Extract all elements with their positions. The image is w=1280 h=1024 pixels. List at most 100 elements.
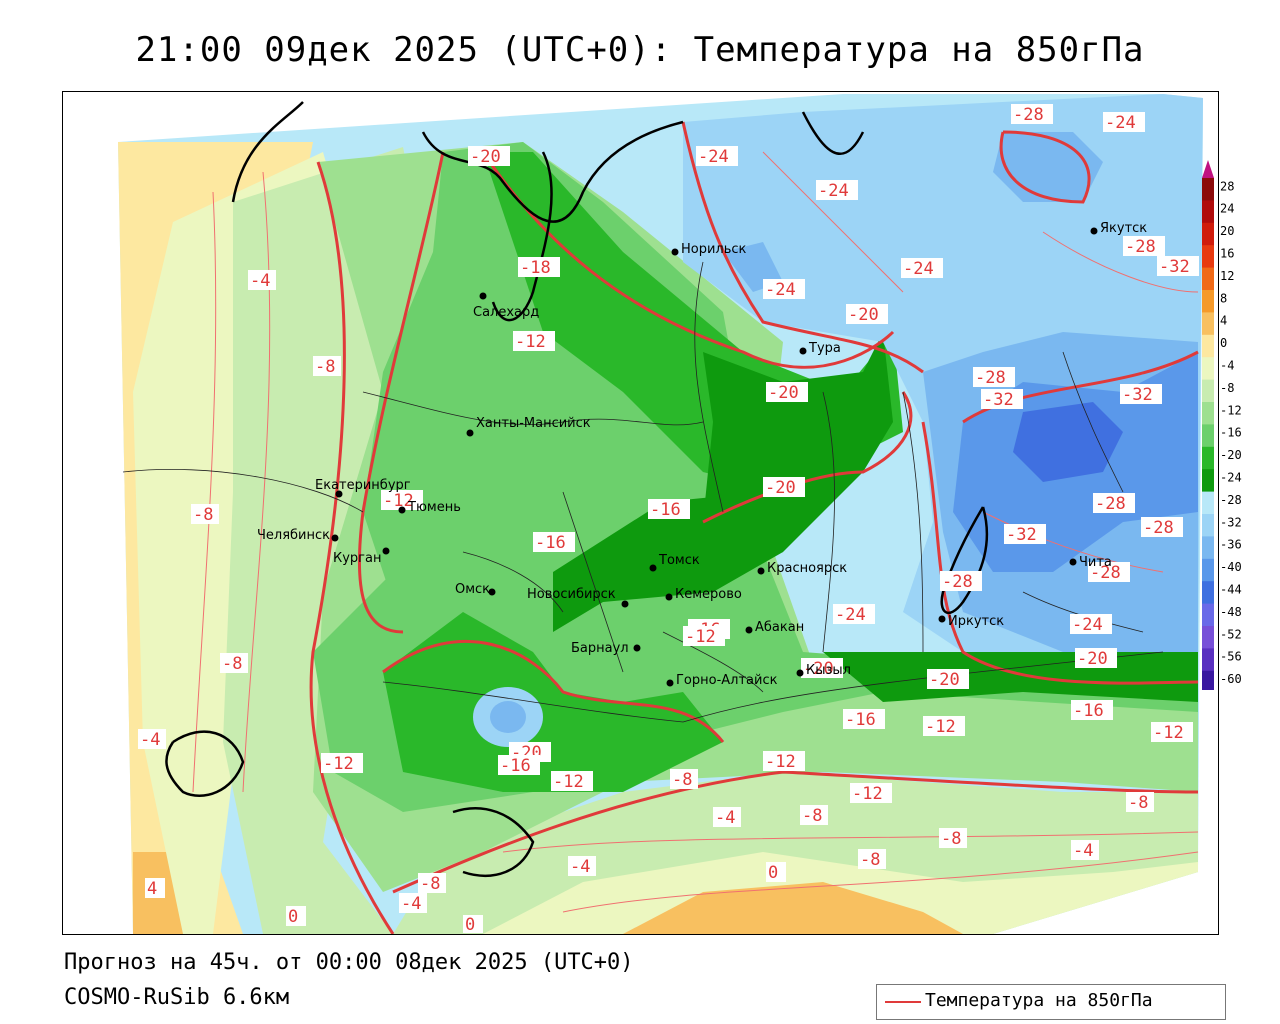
svg-text:-12: -12 [515, 332, 546, 352]
city-norilsk: Норильск [671, 242, 747, 257]
isotherm-thin-lines [192, 151, 1199, 913]
colorbar-swatch [1202, 312, 1214, 336]
zone-minus20-south [383, 612, 723, 792]
colorbar-swatch [1202, 514, 1214, 537]
isotherm-labels: -20 -24 -28 -24 -24 -18 -24 -24 -28 -32 … [138, 104, 1199, 934]
isotherm-label: -4 [568, 856, 596, 877]
svg-text:-8: -8 [315, 357, 335, 377]
isotherm-label: -4 [713, 807, 741, 828]
svg-text:-20: -20 [768, 383, 799, 403]
temperature-map: -20 -24 -28 -24 -24 -18 -24 -24 -28 -32 … [62, 91, 1219, 935]
isotherm-label: -8 [418, 873, 446, 894]
svg-text:-8: -8 [222, 654, 242, 674]
svg-text:-16: -16 [535, 533, 566, 553]
colorbar-swatch [1202, 290, 1214, 313]
svg-text:-24: -24 [818, 181, 849, 201]
svg-text:4: 4 [147, 879, 157, 899]
isotherm-label: -8 [220, 653, 248, 674]
isotherm-label: -32 [981, 389, 1023, 410]
isotherm-label: -8 [939, 828, 967, 849]
colorbar-swatch [1202, 200, 1214, 224]
colorbar-tick-label: 0 [1220, 336, 1227, 350]
isotherm-label: -28 [1093, 493, 1135, 514]
colorbar-swatch [1202, 424, 1214, 448]
svg-text:-32: -32 [1159, 257, 1190, 277]
isotherm-label: 4 [145, 878, 165, 899]
admin-borders [122, 261, 1164, 723]
svg-text:-8: -8 [1128, 793, 1148, 813]
svg-text:0: 0 [465, 915, 475, 934]
isotherm-label: -8 [191, 504, 219, 525]
svg-text:Горно-Алтайск: Горно-Алтайск [676, 673, 778, 688]
isotherm-label: -8 [858, 849, 886, 870]
legend-line-swatch [885, 1001, 921, 1003]
city-kyzyl: Кызыл [796, 663, 851, 678]
isotherm-label: 0 [766, 862, 786, 883]
colorbar-tick-label: -36 [1220, 538, 1242, 552]
isotherm-label: -16 [648, 499, 690, 520]
svg-text:Тюмень: Тюмень [407, 500, 461, 515]
colorbar-swatch [1202, 581, 1214, 605]
isotherm-label: -28 [1088, 562, 1130, 583]
svg-text:-4: -4 [715, 808, 735, 828]
city-krasnoyarsk: Красноярск [757, 561, 847, 576]
isotherm-label: -12 [683, 626, 725, 647]
svg-text:Омск: Омск [455, 582, 490, 597]
svg-text:Кызыл: Кызыл [806, 663, 851, 678]
svg-text:-20: -20 [470, 147, 501, 167]
isotherm-label: 0 [463, 915, 483, 934]
isotherm-label: -28 [1011, 104, 1053, 125]
isotherm-label: -16 [498, 755, 540, 776]
coastlines [165, 101, 989, 877]
colorbar-tick-label: -56 [1220, 650, 1242, 664]
colorbar-tick-label: -32 [1220, 515, 1242, 529]
city-gorno-altaysk: Горно-Алтайск [666, 673, 778, 688]
colorbar-swatch [1202, 446, 1214, 470]
svg-text:-28: -28 [1013, 105, 1044, 125]
svg-text:-28: -28 [975, 368, 1006, 388]
colorbar-swatch [1202, 626, 1214, 649]
colorbar-swatch [1202, 334, 1214, 358]
city-omsk: Омск [455, 582, 496, 597]
isotherm-label: -28 [1123, 236, 1165, 257]
city-abakan: Абакан [745, 620, 804, 635]
svg-text:Кемерово: Кемерово [675, 587, 742, 602]
colorbar-swatch [1202, 222, 1214, 246]
isotherm-label: -8 [800, 805, 828, 826]
isotherm-label: -12 [513, 331, 555, 352]
isotherm-label: -32 [1004, 524, 1046, 545]
svg-text:Иркутск: Иркутск [948, 614, 1004, 629]
map-canvas: -20 -24 -28 -24 -24 -18 -24 -24 -28 -32 … [118, 94, 1203, 934]
svg-text:-24: -24 [765, 280, 796, 300]
isotherm-label: -4 [1071, 840, 1099, 861]
colorbar-tick-label: -20 [1220, 448, 1242, 462]
isotherm-label: -12 [1151, 722, 1193, 743]
colorbar-swatch [1202, 558, 1214, 582]
svg-text:-12: -12 [925, 717, 956, 737]
svg-text:-24: -24 [835, 605, 866, 625]
isotherm-label: -8 [1126, 792, 1154, 813]
svg-text:Курган: Курган [333, 551, 381, 566]
svg-text:-28: -28 [942, 572, 973, 592]
isotherm-label: -4 [399, 893, 427, 914]
svg-text:-16: -16 [1073, 701, 1104, 721]
colorbar-tick-label: -48 [1220, 605, 1242, 619]
svg-text:-4: -4 [1073, 841, 1093, 861]
colorbar-swatch [1202, 536, 1214, 560]
city-irkutsk: Иркутск [938, 614, 1004, 629]
isotherm-label: -4 [138, 729, 166, 750]
isotherm-label: -12 [381, 490, 423, 511]
colorbar-swatch [1202, 357, 1214, 381]
svg-text:Тура: Тура [808, 341, 841, 356]
svg-text:-28: -28 [1143, 518, 1174, 538]
svg-text:-8: -8 [860, 850, 880, 870]
colorbar-top-arrow [1202, 160, 1214, 178]
svg-text:Томск: Томск [658, 553, 700, 568]
isotherm-label: -24 [833, 604, 875, 625]
svg-text:-28: -28 [1095, 494, 1126, 514]
svg-text:-12: -12 [685, 627, 716, 647]
svg-text:-20: -20 [929, 670, 960, 690]
svg-text:-16: -16 [845, 710, 876, 730]
colorbar-tick-label: -16 [1220, 426, 1242, 440]
map-title: 21:00 09дек 2025 (UTC+0): Температура на… [135, 30, 1145, 70]
